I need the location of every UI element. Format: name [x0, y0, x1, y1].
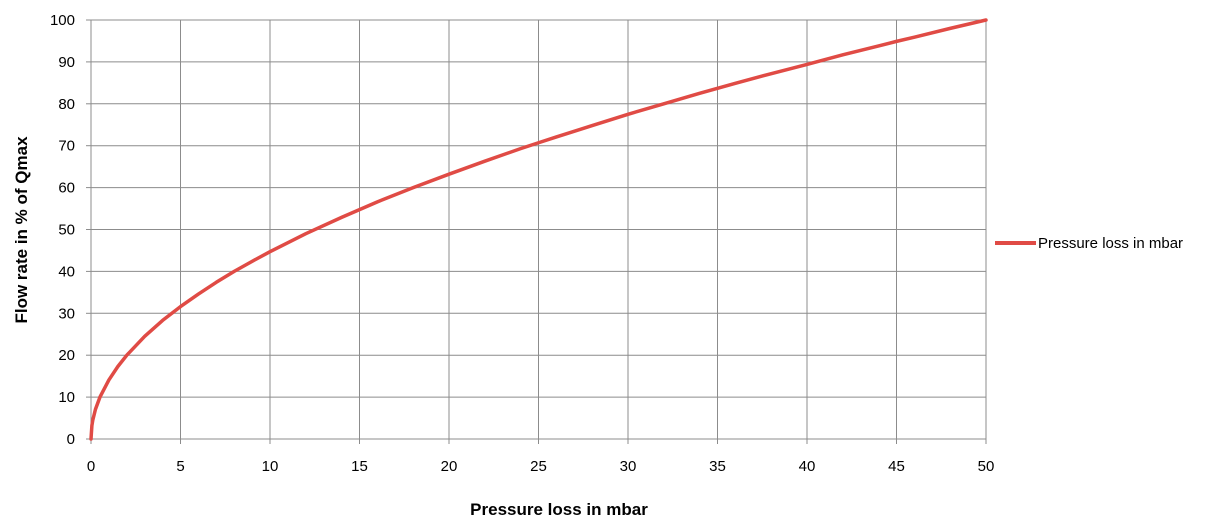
x-axis-title: Pressure loss in mbar: [470, 500, 648, 519]
legend-label: Pressure loss in mbar: [1038, 235, 1183, 252]
legend: Pressure loss in mbar: [995, 235, 1183, 252]
y-axis-title: Flow rate in % of Qmax: [12, 136, 31, 324]
x-tick-label: 40: [799, 458, 816, 475]
x-tick-label: 15: [351, 458, 368, 475]
y-tick-label: 70: [58, 138, 75, 155]
y-tick-label: 100: [50, 12, 75, 29]
series-line: [89, 18, 988, 441]
x-tick-label: 30: [620, 458, 637, 475]
y-tick-label: 20: [58, 347, 75, 364]
x-tick-label: 35: [709, 458, 726, 475]
x-tick-label: 25: [530, 458, 547, 475]
y-tick-label: 60: [58, 180, 75, 197]
y-tick-label: 80: [58, 96, 75, 113]
x-tick-label: 5: [176, 458, 184, 475]
x-tick-label: 10: [262, 458, 279, 475]
x-tick-label: 45: [888, 458, 905, 475]
y-tick-label: 90: [58, 54, 75, 71]
y-tick-label: 0: [67, 431, 75, 448]
x-axis-ticks: 0 5 10 15 20 25 30 35 40 45 50: [87, 439, 995, 475]
x-tick-label: 50: [978, 458, 995, 475]
y-tick-label: 10: [58, 389, 75, 406]
y-tick-label: 40: [58, 263, 75, 280]
x-tick-label: 20: [441, 458, 458, 475]
y-axis-ticks: 0 10 20 30 40 50 60 70 80 90 100: [50, 12, 91, 448]
grid-lines: [90, 19, 987, 440]
y-tick-label: 50: [58, 222, 75, 239]
x-tick-label: 0: [87, 458, 95, 475]
y-tick-label: 30: [58, 305, 75, 322]
series-layer: [89, 18, 988, 441]
